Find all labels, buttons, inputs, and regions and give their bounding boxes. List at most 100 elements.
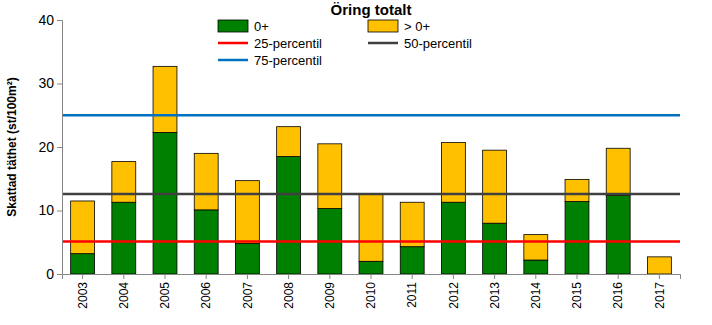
- bar: [112, 162, 136, 203]
- bar: [235, 181, 259, 244]
- tick-label: 2006: [199, 282, 213, 309]
- legend-label: 75-percentil: [254, 53, 322, 68]
- tick-label: 30: [38, 75, 54, 91]
- tick-label: 2012: [447, 282, 461, 309]
- tick-label: 2016: [611, 282, 625, 309]
- tick: 2016: [611, 274, 625, 309]
- tick: 10: [38, 202, 62, 218]
- bar: [153, 66, 177, 132]
- tick: 2011: [405, 274, 419, 308]
- tick-mark: [577, 274, 578, 279]
- tick-mark: [247, 274, 248, 279]
- tick: 2014: [529, 274, 543, 309]
- bar: [318, 144, 342, 209]
- tick: 2010: [364, 274, 378, 309]
- legend-swatch: [218, 59, 248, 62]
- tick-mark: [57, 274, 62, 275]
- tick: 40: [38, 12, 62, 28]
- tick: 2004: [117, 274, 131, 309]
- tick-mark: [494, 274, 495, 279]
- axis-line: [63, 275, 681, 280]
- tick-label: 2011: [405, 282, 419, 308]
- tick: 2005: [158, 274, 172, 309]
- bar: [606, 148, 630, 195]
- tick: 2008: [282, 274, 296, 309]
- tick-mark: [82, 274, 83, 279]
- tick: 2007: [241, 274, 255, 309]
- bar: [606, 195, 630, 274]
- bar: [359, 261, 383, 274]
- line: [62, 240, 680, 243]
- bar: [483, 223, 507, 274]
- legend-label: 25-percentil: [254, 36, 322, 51]
- tick-label: 2013: [488, 282, 502, 309]
- tick-mark: [57, 211, 62, 212]
- tick-label: 2003: [76, 282, 90, 309]
- tick: 2009: [323, 274, 337, 309]
- tick-mark: [165, 274, 166, 279]
- legend-label: > 0+: [404, 19, 430, 34]
- bar: [277, 127, 301, 157]
- legend-item: 25-percentil: [218, 36, 322, 51]
- plot: 0 10 20 30 40 2003 2004 2005 2006 2007 2008 2009 201…: [38, 12, 680, 309]
- tick-label: 10: [38, 202, 54, 218]
- bar: [400, 247, 424, 274]
- tick: 2015: [570, 274, 584, 309]
- legend-swatch: [218, 42, 248, 45]
- bar: [400, 202, 424, 246]
- tick: 2012: [447, 274, 461, 309]
- bar: [441, 202, 465, 274]
- y-label: Skattad täthet (st/100m²): [5, 77, 19, 216]
- tick-label: 2004: [117, 282, 131, 309]
- marks: [62, 66, 680, 274]
- bar: [524, 260, 548, 274]
- bar: [194, 153, 218, 210]
- bar: [483, 150, 507, 223]
- tick-mark: [288, 274, 289, 279]
- bar: [359, 194, 383, 261]
- bar: [112, 202, 136, 274]
- tick-mark: [412, 274, 413, 279]
- tick-label: 2014: [529, 282, 543, 309]
- tick: 2017: [653, 274, 667, 309]
- bar: [647, 257, 671, 274]
- tick-mark: [535, 274, 536, 279]
- legend-swatch: [368, 20, 398, 32]
- tick-label: 2017: [653, 282, 667, 309]
- bar: [71, 201, 95, 254]
- tick-label: 2008: [282, 282, 296, 309]
- bar: [524, 235, 548, 260]
- tick-mark: [57, 20, 62, 21]
- line: [62, 114, 680, 117]
- tick-label: 2010: [364, 282, 378, 309]
- tick-mark: [206, 274, 207, 279]
- axis-line: [57, 21, 63, 275]
- legend-item: 75-percentil: [218, 53, 322, 68]
- tick: 30: [38, 75, 62, 91]
- tick-mark: [57, 84, 62, 85]
- tick-label: 2007: [241, 282, 255, 309]
- tick-label: 20: [38, 139, 54, 155]
- tick-mark: [329, 274, 330, 279]
- tick-mark: [453, 274, 454, 279]
- bar: [565, 202, 589, 274]
- tick: 2003: [76, 274, 90, 309]
- legend-item: > 0+: [368, 19, 430, 34]
- tick-mark: [123, 274, 124, 279]
- tick-mark: [57, 147, 62, 148]
- tick: 0: [46, 266, 62, 282]
- title: Öring totalt: [331, 1, 412, 18]
- bar: [235, 244, 259, 274]
- bar: [153, 132, 177, 274]
- chart: 0 10 20 30 40 2003 2004 2005 2006 2007 2008 2009 201…: [0, 0, 712, 325]
- bar: [71, 254, 95, 274]
- legend-item: 50-percentil: [368, 36, 472, 51]
- y-axis: 0 10 20 30 40: [38, 12, 62, 282]
- legend: 0+ > 0+ 25-percentil 50-percentil 75-percent…: [218, 19, 472, 68]
- tick: 2006: [199, 274, 213, 309]
- tick-mark: [371, 274, 372, 279]
- bar: [277, 157, 301, 274]
- legend-label: 0+: [254, 19, 269, 34]
- line: [62, 193, 680, 196]
- tick-label: 2005: [158, 282, 172, 309]
